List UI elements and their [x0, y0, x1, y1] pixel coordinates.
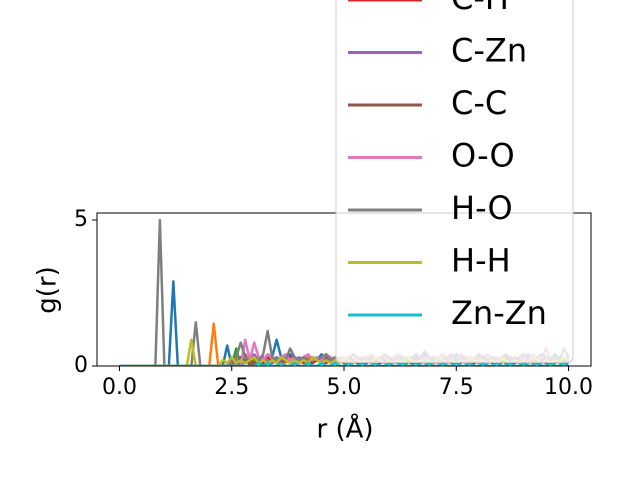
y-tick-label: 0	[74, 353, 88, 378]
y-axis-label: g(r)	[33, 266, 63, 313]
x-tick-label: 0.0	[102, 375, 137, 400]
legend-label: H-H	[451, 242, 511, 280]
legend-label: C-H	[451, 0, 509, 17]
legend-label: C-C	[451, 84, 507, 122]
series-line	[119, 361, 570, 366]
x-tick-label: 7.5	[439, 375, 474, 400]
legend-label: O-O	[451, 137, 515, 175]
legend-label: C-Zn	[451, 32, 527, 70]
y-tick-label: 5	[74, 207, 88, 232]
legend-label: H-O	[451, 189, 513, 227]
legend-box	[335, 0, 574, 363]
x-tick-label: 5.0	[327, 375, 362, 400]
x-axis-label: r (Å)	[316, 413, 373, 445]
x-tick-label: 10.0	[544, 375, 593, 400]
x-tick-label: 2.5	[214, 375, 249, 400]
legend-label: Zn-Zn	[451, 294, 547, 332]
